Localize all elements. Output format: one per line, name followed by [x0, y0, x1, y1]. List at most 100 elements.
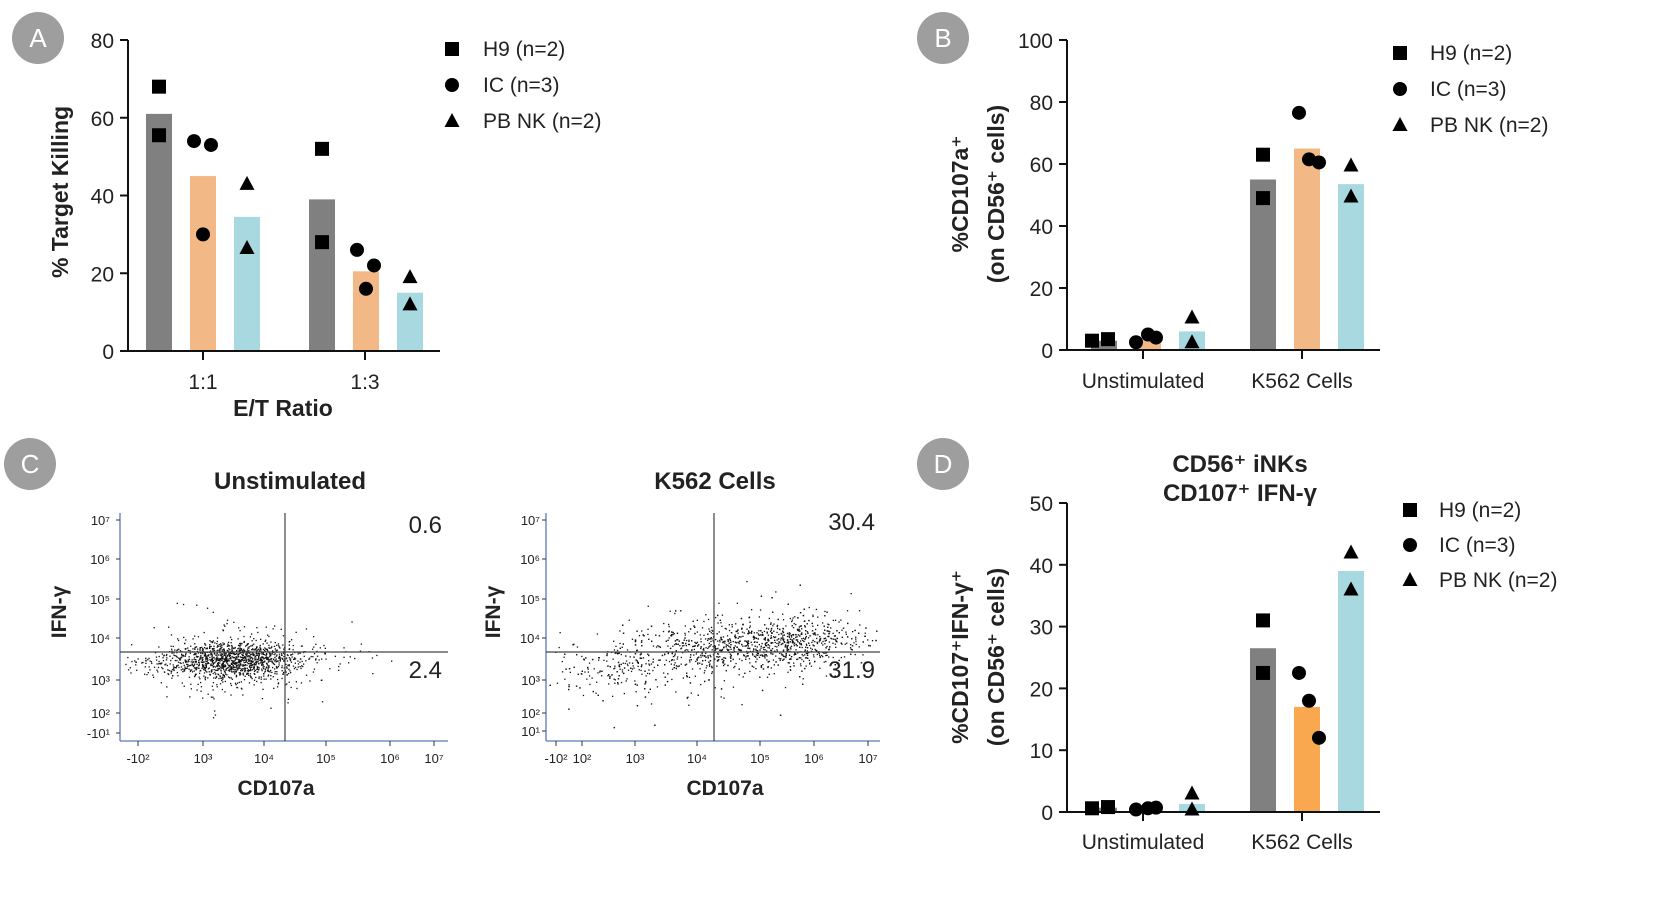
flow-plot-unstimulated-event-dot	[187, 661, 189, 663]
flow-plot-k562-event-dot	[719, 649, 721, 651]
flow-plot-k562-event-dot	[727, 639, 729, 641]
flow-plot-k562-event-dot	[762, 647, 764, 649]
flow-plot-unstimulated-event-dot	[265, 649, 267, 651]
flow-plot-k562-event-dot	[693, 648, 695, 651]
flow-plot-unstimulated-event-dot	[231, 644, 233, 647]
flow-plot-unstimulated-event-dot	[247, 670, 250, 672]
flow-plot-unstimulated-event-dot	[264, 657, 266, 660]
flow-plot-unstimulated-event-dot	[227, 664, 230, 667]
flow-plot-k562-event-dot	[833, 635, 836, 637]
panel-b-data-point	[1343, 157, 1359, 172]
flow-plot-k562-event-dot	[798, 642, 801, 644]
flow-plot-unstimulated-event-dot	[233, 660, 235, 662]
flow-plot-unstimulated-event-dot	[281, 665, 283, 667]
flow-plot-unstimulated-event-dot	[239, 672, 241, 674]
flow-plot-unstimulated-event-dot	[232, 647, 234, 649]
flow-plot-k562-event-dot	[714, 645, 716, 647]
flow-plot-k562-event-dot	[791, 636, 793, 638]
flow-plot-k562-event-dot	[729, 646, 732, 648]
flow-plot-k562-event-dot	[815, 608, 817, 611]
flow-plot-unstimulated-event-dot	[170, 659, 172, 662]
flow-plot-unstimulated-event-dot	[210, 663, 212, 665]
flow-plot-unstimulated-event-dot	[303, 655, 305, 657]
flow-plot-unstimulated-event-dot	[359, 650, 362, 652]
flow-plot-unstimulated-event-dot	[291, 656, 293, 658]
flow-plot-k562-event-dot	[736, 602, 738, 604]
flow-plot-unstimulated-event-dot	[271, 661, 273, 663]
flow-plot-k562-event-dot	[809, 663, 811, 665]
flow-plot-unstimulated-event-dot	[206, 655, 208, 657]
flow-plot-k562-event-dot	[760, 634, 762, 636]
flow-plot-unstimulated-event-dot	[274, 625, 276, 627]
flow-plot-k562-event-dot	[832, 642, 834, 644]
flow-plot-k562-event-dot	[747, 655, 749, 657]
flow-plot-k562-event-dot	[617, 683, 619, 685]
flow-plot-unstimulated-event-dot	[200, 652, 202, 655]
flow-plot-k562-event-dot	[753, 638, 755, 640]
flow-plot-unstimulated-event-dot	[156, 659, 158, 661]
flow-plot-k562-event-dot	[549, 684, 551, 686]
flow-plot-k562-event-dot	[608, 674, 610, 676]
flow-plot-unstimulated-event-dot	[191, 669, 193, 671]
flow-plot-unstimulated-event-dot	[269, 653, 271, 655]
flow-plot-k562-event-dot	[747, 640, 749, 642]
flow-plot-unstimulated-event-dot	[192, 648, 194, 650]
flow-plot-unstimulated-event-dot	[268, 665, 270, 667]
flow-plot-unstimulated-event-dot	[196, 656, 198, 658]
flow-plot-unstimulated-event-dot	[187, 659, 189, 661]
flow-plot-unstimulated-event-dot	[216, 643, 218, 645]
flow-plot-k562-event-dot	[834, 664, 836, 666]
flow-plot-k562-event-dot	[787, 662, 789, 664]
flow-plot-unstimulated-event-dot	[245, 654, 247, 656]
flow-plot-unstimulated-event-dot	[243, 626, 246, 628]
flow-plot-unstimulated-event-dot	[257, 671, 259, 673]
flow-plot-unstimulated-event-dot	[348, 662, 350, 664]
flow-plot-unstimulated-event-dot	[255, 639, 257, 642]
flow-plot-k562-event-dot	[647, 672, 649, 675]
flow-plot-unstimulated-event-dot	[212, 717, 215, 719]
flow-plot-k562-event-dot	[568, 668, 571, 670]
flow-plot-k562-event-dot	[773, 623, 775, 625]
flow-plot-k562-event-dot	[668, 625, 670, 628]
flow-plot-k562-event-dot	[835, 646, 837, 648]
flow-plot-k562-event-dot	[639, 657, 641, 659]
flow-plot-unstimulated-event-dot	[270, 707, 272, 709]
flow-plot-unstimulated-event-dot	[212, 659, 215, 662]
flow-plot-k562-event-dot	[758, 630, 760, 632]
flow-plot-k562-event-dot	[847, 622, 849, 625]
flow-plot-unstimulated-y-tick-label: -10¹	[87, 726, 111, 741]
flow-plot-k562-event-dot	[621, 646, 623, 648]
flow-plot-unstimulated-event-dot	[249, 675, 251, 677]
flow-plot-unstimulated-event-dot	[289, 640, 291, 643]
flow-plot-k562-event-dot	[804, 626, 806, 628]
flow-plot-unstimulated-event-dot	[129, 667, 131, 669]
flow-plot-unstimulated-event-dot	[248, 647, 250, 649]
flow-plot-unstimulated-event-dot	[235, 671, 238, 673]
flow-plot-unstimulated-event-dot	[153, 676, 155, 678]
flow-plot-k562-event-dot	[817, 634, 819, 636]
flow-plot-unstimulated-event-dot	[227, 655, 229, 657]
flow-plot-k562-event-dot	[716, 656, 718, 658]
flow-plot-k562-event-dot	[742, 623, 744, 626]
panel-b-legend-label: IC (n=3)	[1430, 78, 1506, 101]
flow-plot-unstimulated-event-dot	[267, 669, 269, 671]
flow-plot-unstimulated-event-dot	[246, 670, 248, 672]
flow-plot-unstimulated-event-dot	[212, 682, 215, 684]
flow-plot-unstimulated-event-dot	[152, 674, 154, 676]
flow-plot-k562-event-dot	[759, 609, 762, 611]
flow-plot-k562-event-dot	[822, 632, 825, 634]
flow-plot-k562-event-dot	[808, 619, 810, 622]
flow-plot-k562-event-dot	[766, 650, 768, 652]
flow-plot-k562-event-dot	[782, 650, 785, 652]
flow-plot-unstimulated-event-dot	[237, 654, 239, 656]
flow-plot-unstimulated-event-dot	[211, 654, 213, 657]
flow-plot-unstimulated-event-dot	[223, 676, 226, 678]
flow-plot-unstimulated-event-dot	[244, 667, 246, 669]
flow-plot-k562-event-dot	[565, 668, 567, 670]
flow-plot-unstimulated-event-dot	[158, 663, 160, 665]
flow-plot-unstimulated-event-dot	[266, 666, 268, 668]
flow-plot-k562-event-dot	[765, 642, 767, 644]
flow-plot-k562-event-dot	[796, 658, 798, 661]
flow-plot-k562-event-dot	[840, 619, 842, 621]
flow-plot-unstimulated-event-dot	[227, 676, 230, 678]
